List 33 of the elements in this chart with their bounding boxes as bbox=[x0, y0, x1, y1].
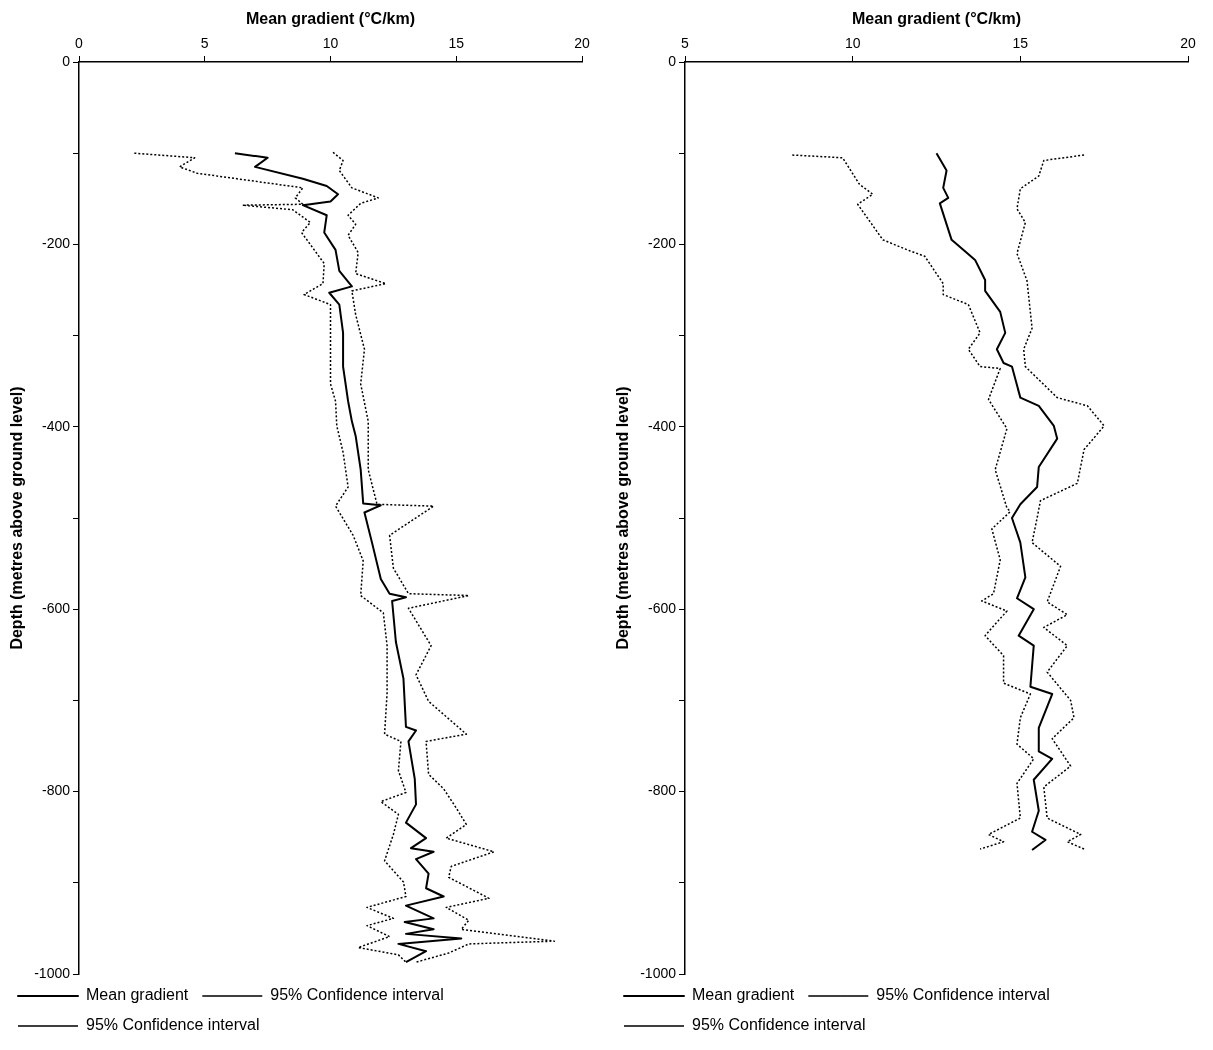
y-tick-label: 0 bbox=[668, 52, 677, 69]
y-tick-label: -200 bbox=[41, 235, 71, 252]
y-tick-label: -400 bbox=[41, 417, 71, 434]
y-tick-label: -1000 bbox=[34, 964, 71, 981]
x-axis-title: Mean gradient (°C/km) bbox=[245, 10, 416, 28]
x-tick-label: 0 bbox=[75, 35, 84, 52]
x-tick-label: 20 bbox=[1180, 35, 1196, 52]
x-tick-label: 5 bbox=[200, 35, 209, 52]
legend-label: 95% Confidence interval bbox=[270, 986, 444, 1004]
y-tick-label: -200 bbox=[647, 235, 677, 252]
x-tick-label: 15 bbox=[1012, 35, 1029, 52]
y-tick-label: -800 bbox=[647, 782, 677, 799]
y-tick-label: -600 bbox=[41, 600, 71, 617]
y-tick-label: 0 bbox=[62, 52, 71, 69]
y-axis-title: Depth (metres above ground level) bbox=[614, 386, 632, 650]
x-tick-label: 15 bbox=[448, 35, 465, 52]
legend-label: Mean gradient bbox=[86, 986, 189, 1004]
legend-label: 95% Confidence interval bbox=[876, 986, 1050, 1004]
line-series bbox=[1016, 154, 1105, 850]
y-tick-label: -1000 bbox=[640, 964, 677, 981]
x-tick-label: 5 bbox=[681, 35, 690, 52]
y-tick-label: -800 bbox=[41, 782, 71, 799]
y-tick-label: -400 bbox=[647, 417, 677, 434]
x-tick-label: 10 bbox=[322, 35, 339, 52]
legend-label: Mean gradient bbox=[692, 986, 795, 1004]
y-axis-title: Depth (metres above ground level) bbox=[8, 386, 26, 650]
legend-label: 95% Confidence interval bbox=[692, 1016, 866, 1034]
x-tick-label: 20 bbox=[574, 35, 590, 52]
x-tick-label: 10 bbox=[844, 35, 861, 52]
x-axis-title: Mean gradient (°C/km) bbox=[851, 10, 1022, 28]
line-series bbox=[791, 154, 1035, 850]
y-tick-label: -600 bbox=[647, 600, 677, 617]
legend-label: 95% Confidence interval bbox=[86, 1016, 260, 1034]
